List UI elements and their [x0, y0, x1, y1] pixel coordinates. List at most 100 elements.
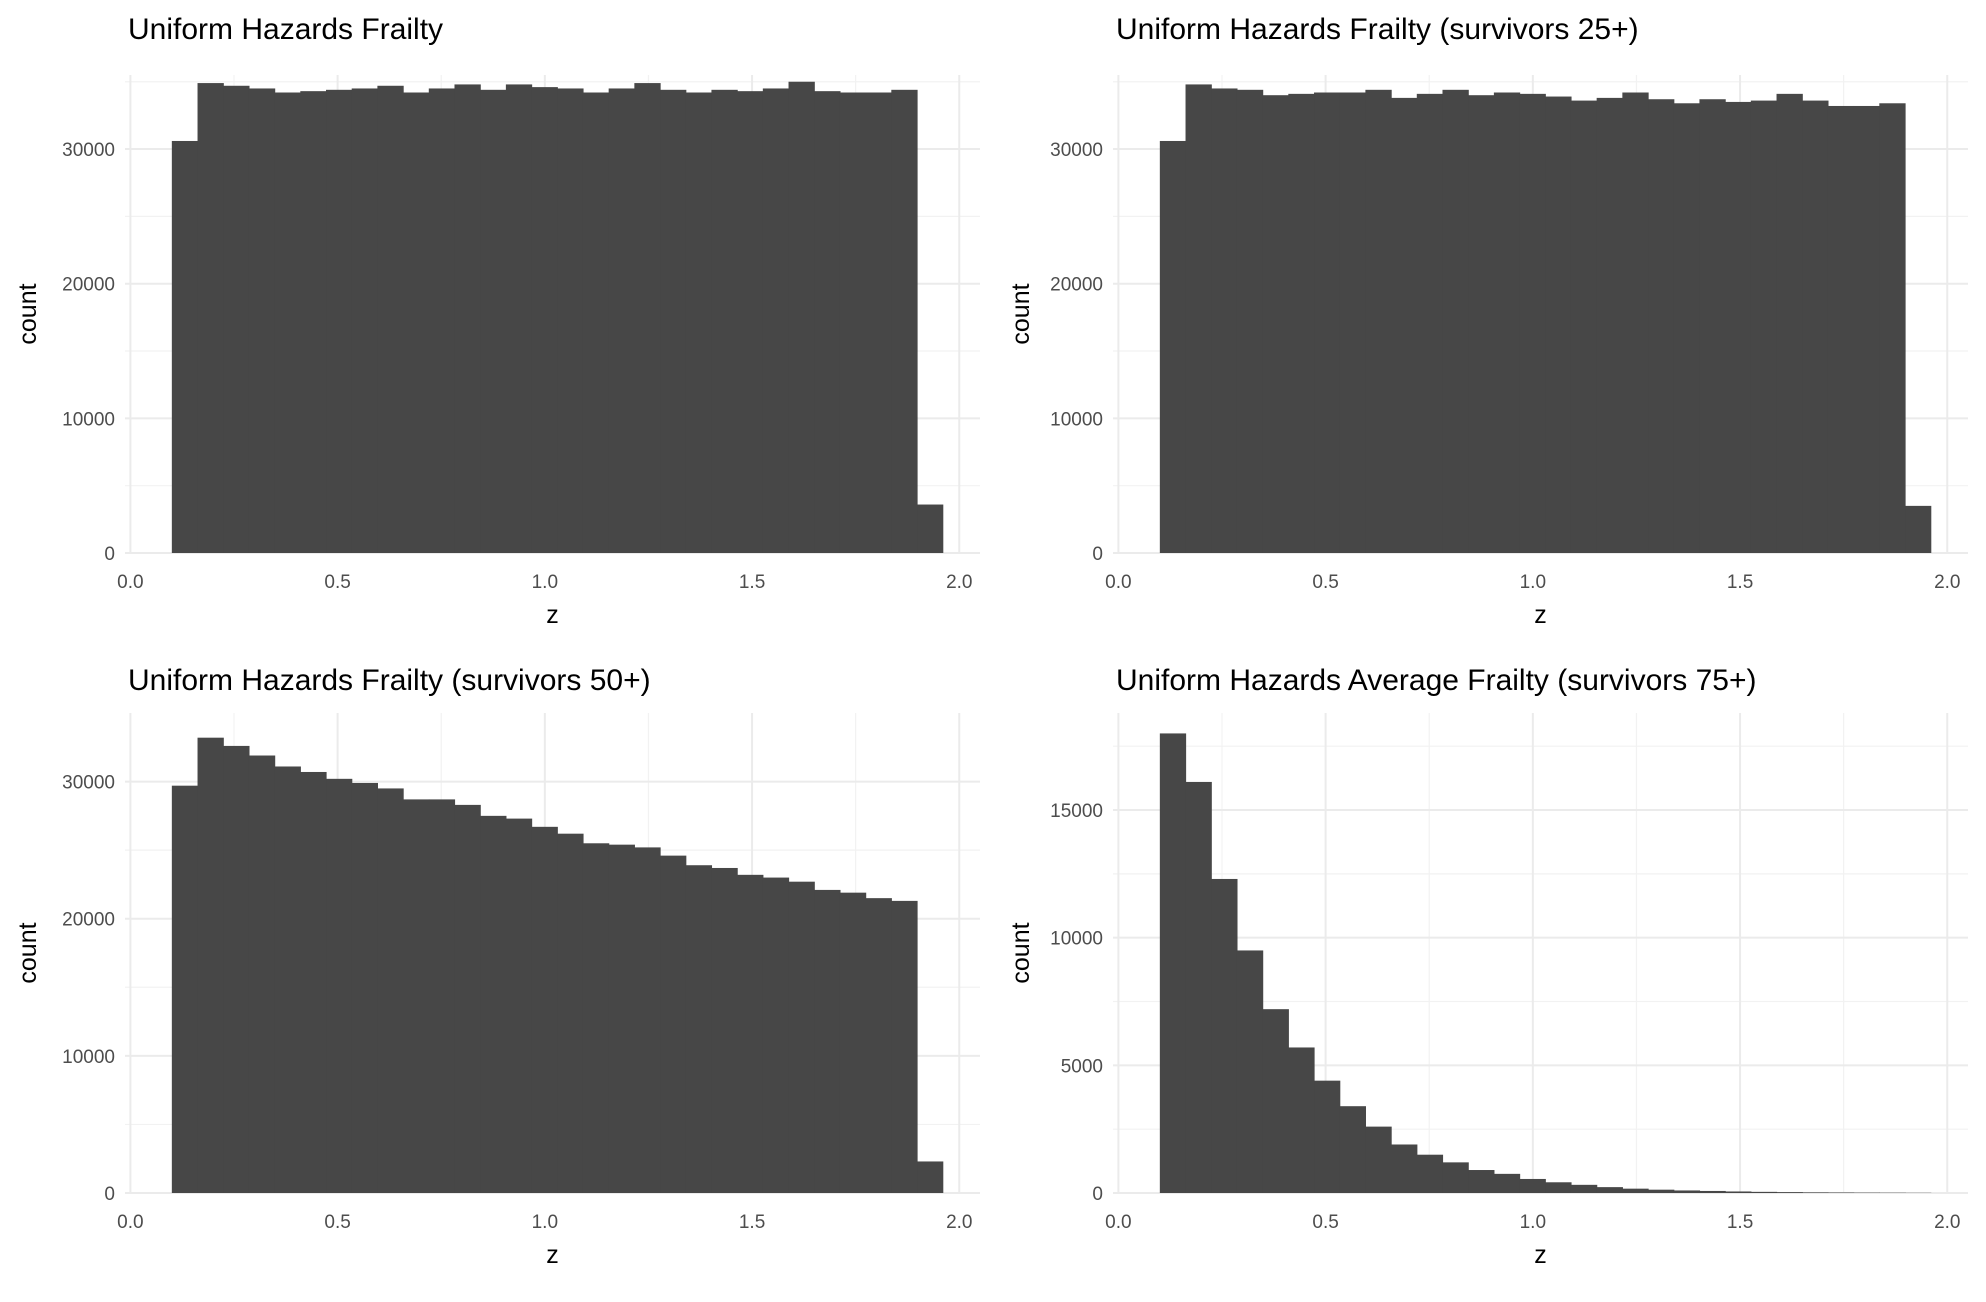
histogram-bar [300, 91, 327, 553]
histogram-bar [1827, 105, 1855, 553]
histogram-bar [917, 1161, 944, 1193]
histogram-bar [248, 88, 276, 554]
histogram-bar [377, 85, 404, 554]
y-tick-label: 10000 [62, 409, 115, 430]
histogram-bar [274, 766, 301, 1193]
x-axis-title: z [546, 601, 559, 629]
histogram-bar [1262, 95, 1289, 554]
histogram-bar [403, 92, 430, 554]
chart-title: Uniform Hazards Frailty (survivors 25+) [1116, 13, 1639, 46]
histogram-bar [711, 867, 738, 1193]
x-tick-label: 0.0 [117, 1212, 143, 1233]
y-tick-label: 20000 [62, 910, 115, 931]
x-tick-label: 0.0 [117, 572, 143, 593]
histogram-bar [197, 737, 224, 1193]
histogram-bar [1570, 100, 1598, 553]
y-axis-title: count [1007, 922, 1035, 983]
histogram-bar [223, 85, 250, 554]
histogram-bar [1339, 92, 1366, 554]
histogram-bar [1339, 1106, 1366, 1193]
histogram-bar [711, 89, 738, 553]
histogram-bar [531, 826, 558, 1193]
histogram-bar [1596, 97, 1623, 554]
bars [1159, 84, 1932, 554]
histogram-bar [1442, 89, 1469, 553]
histogram-bar [1519, 1178, 1546, 1193]
histogram-bar [1673, 103, 1701, 553]
histogram-bar [839, 892, 867, 1193]
histogram-bar [480, 815, 507, 1193]
histogram-bar [608, 88, 635, 554]
histogram-bar [454, 804, 481, 1193]
histogram-bar [1648, 1189, 1675, 1193]
y-tick-label: 20000 [62, 275, 115, 296]
histogram-bar [1442, 1162, 1469, 1193]
x-tick-label: 2.0 [946, 1212, 972, 1233]
histogram-bar [557, 88, 584, 554]
histogram-bar [865, 898, 892, 1193]
histogram-bar [1802, 100, 1829, 553]
histogram-bar [788, 81, 815, 553]
x-tick-label: 0.5 [1312, 1212, 1338, 1233]
histogram-bar [891, 900, 918, 1193]
y-tick-label: 5000 [1061, 1056, 1103, 1077]
histogram-bar [1802, 1192, 1829, 1193]
bars [1159, 733, 1932, 1193]
y-tick-label: 10000 [1050, 929, 1103, 950]
histogram-bar [1185, 84, 1212, 553]
histogram-bar [1648, 99, 1675, 553]
chart-title: Uniform Hazards Frailty [128, 13, 443, 46]
histogram-bar [1750, 100, 1778, 553]
histogram-bar [1416, 93, 1444, 553]
x-tick-label: 0.5 [1312, 572, 1338, 593]
y-tick-label: 0 [104, 1184, 115, 1205]
histogram-bar [1391, 1144, 1418, 1193]
x-tick-label: 0.0 [1105, 572, 1131, 593]
histogram-bar [1596, 1187, 1623, 1193]
histogram-bar [1725, 1191, 1752, 1193]
y-axis-title: count [14, 922, 42, 983]
y-axis-title: count [14, 283, 42, 344]
y-tick-label: 10000 [1050, 409, 1103, 430]
x-tick-label: 1.5 [739, 1212, 765, 1233]
histogram-bar [660, 855, 687, 1193]
histogram-bar [788, 881, 815, 1193]
chart-title: Uniform Hazards Frailty (survivors 50+) [128, 664, 651, 697]
histogram-bar [839, 92, 867, 554]
histogram-bar [1673, 1190, 1701, 1193]
histogram-bar [1159, 733, 1187, 1193]
histogram-bar [1391, 97, 1418, 554]
histogram-bar [300, 771, 327, 1193]
x-tick-label: 1.0 [532, 572, 558, 593]
histogram-bar [1622, 1188, 1649, 1193]
x-tick-label: 2.0 [1934, 572, 1960, 593]
histogram-bar [1827, 1192, 1855, 1193]
histogram-bar [351, 782, 378, 1193]
x-axis-title: z [1534, 1241, 1547, 1269]
histogram-bar [1879, 103, 1906, 553]
histogram-bar [1211, 88, 1238, 554]
y-tick-label: 30000 [62, 773, 115, 794]
y-tick-label: 30000 [62, 140, 115, 161]
histogram-chart-4: 0.0 0.5 1.0 1.5 2.0 0 5000 10000 15000 z count Unif… [1007, 664, 1968, 1269]
histogram-bar [1545, 1182, 1572, 1193]
x-tick-label: 1.5 [1727, 1212, 1753, 1233]
histogram-bar [1288, 1047, 1315, 1193]
histogram-bar [685, 92, 713, 554]
histogram-bar [1493, 1173, 1521, 1193]
histogram-bar [1314, 92, 1341, 554]
x-tick-label: 1.0 [532, 1212, 558, 1233]
x-tick-label: 2.0 [946, 572, 972, 593]
histogram-bar [326, 778, 353, 1193]
bars [171, 737, 944, 1193]
histogram-bar [1570, 1184, 1598, 1193]
chart-title: Uniform Hazards Average Frailty (survivo… [1116, 664, 1757, 697]
histogram-chart-1: 0.0 0.5 1.0 1.5 2.0 0 10000 20000 30000 z count Uni… [14, 13, 980, 629]
x-tick-label: 1.0 [1520, 1212, 1546, 1233]
histogram-bar [1776, 93, 1803, 553]
histogram-bar [1725, 101, 1752, 554]
histogram-bar [1776, 1192, 1803, 1193]
histogram-bar [762, 88, 790, 554]
histogram-bar [1905, 505, 1932, 553]
x-axis-title: z [546, 1241, 559, 1269]
